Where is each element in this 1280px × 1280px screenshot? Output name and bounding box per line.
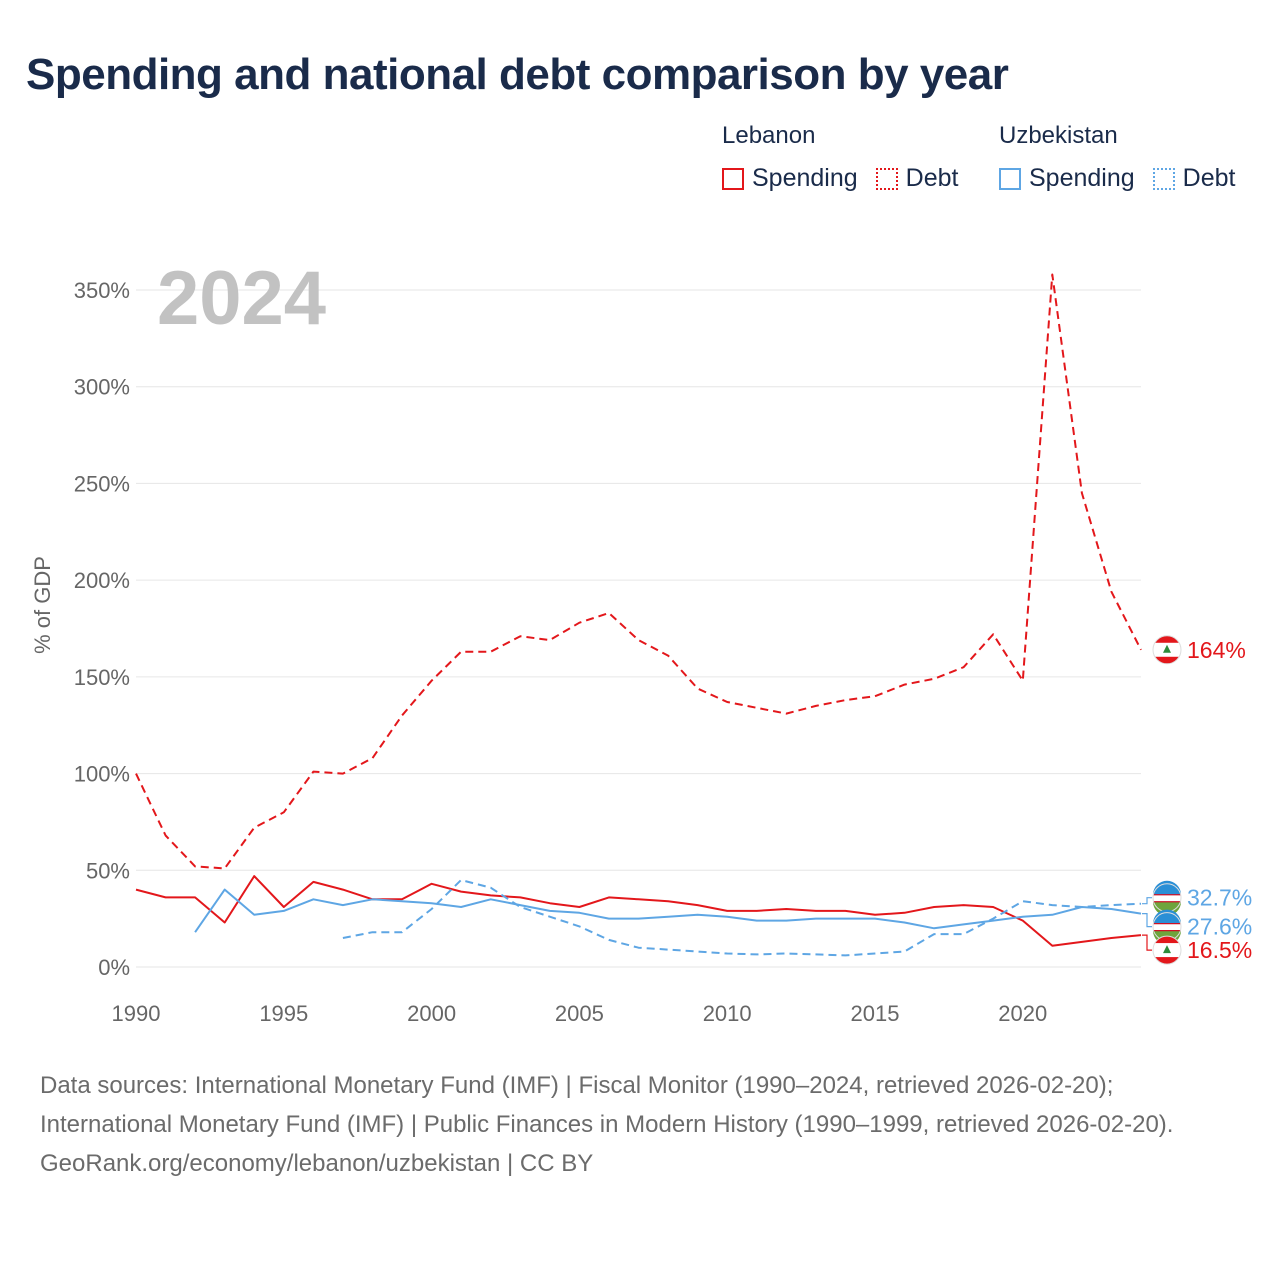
series-line-uzbekistan-spending[interactable] <box>194 888 1142 933</box>
x-tick-label: 1990 <box>112 1001 161 1026</box>
end-label-layer: 164% 32.7% 27.6%16.5% <box>1142 635 1252 965</box>
lebanon-flag-icon <box>1152 935 1182 965</box>
series-line-lebanon-spending[interactable] <box>135 875 1142 947</box>
legend-item-label: Debt <box>1182 164 1236 192</box>
chart-title: Spending and national debt comparison by… <box>26 50 1009 99</box>
data-sources-text: Data sources: International Monetary Fun… <box>40 1072 1174 1138</box>
legend-item-lebanon-debt[interactable]: Debt <box>875 164 959 193</box>
x-tick-label: 2015 <box>850 1001 899 1026</box>
y-tick-label: 100% <box>74 762 130 787</box>
x-tick-label: 1995 <box>259 1001 308 1026</box>
flag-blue-band <box>1153 880 1181 895</box>
credit-link[interactable]: GeoRank.org/economy/lebanon/uzbekistan |… <box>40 1150 594 1177</box>
legend-country-label: Uzbekistan <box>999 122 1118 149</box>
line-chart: 0% 50% 100% 150% 200% 250% 300% 350% 1990 1995 200… <box>30 256 1252 1026</box>
cedar-tree <box>1163 644 1171 653</box>
y-tick-label: 150% <box>74 665 130 690</box>
series-line-uzbekistan-debt[interactable] <box>342 879 1142 957</box>
x-tick-label: 2000 <box>407 1001 456 1026</box>
y-tick-label: 250% <box>74 471 130 496</box>
legend-item-uzbekistan-debt[interactable]: Debt <box>1152 164 1236 193</box>
legend-item-label: Debt <box>905 164 959 192</box>
lebanon-flag-icon <box>1152 635 1182 665</box>
dotted-line-swatch-icon <box>1152 167 1175 190</box>
legend-item-lebanon-spending[interactable]: Spending <box>722 164 858 193</box>
x-tick-label: 2020 <box>998 1001 1047 1026</box>
y-axis-label: % of GDP <box>30 556 55 654</box>
series-end-label: 164% <box>1187 637 1246 663</box>
y-tick-label: 300% <box>74 375 130 400</box>
flag-outline <box>1152 935 1182 965</box>
footer: Data sources: International Monetary Fun… <box>40 1066 1240 1183</box>
solid-line-swatch-icon <box>999 167 1021 190</box>
x-tick-label: 2005 <box>555 1001 604 1026</box>
legend-group-uzbekistan: Uzbekistan Spending Debt <box>999 122 1253 193</box>
series-end-label: 32.7% <box>1187 885 1252 911</box>
legend-item-label: Spending <box>752 164 858 192</box>
series-end-label: 27.6% <box>1187 914 1252 940</box>
y-tick-label: 200% <box>74 568 130 593</box>
legend-item-uzbekistan-spending[interactable]: Spending <box>999 164 1135 193</box>
year-watermark: 2024 <box>157 256 326 341</box>
legend-group-lebanon: Lebanon Spending Debt <box>722 122 976 193</box>
y-tick-label: 350% <box>74 278 130 303</box>
series-layer <box>135 273 1142 957</box>
legend-country-label: Lebanon <box>722 122 816 149</box>
series-line-lebanon-debt[interactable] <box>135 273 1142 870</box>
dotted-line-swatch-icon <box>875 167 898 190</box>
label-connector <box>1142 912 1152 928</box>
label-connector <box>1142 897 1152 905</box>
y-tick-label: 50% <box>86 858 130 883</box>
y-tick-label: 0% <box>98 955 130 980</box>
flag-blue-band <box>1153 909 1181 924</box>
legend-item-label: Spending <box>1029 164 1135 192</box>
cedar-tree <box>1163 945 1171 954</box>
label-connector <box>1142 934 1152 951</box>
flag-outline <box>1152 635 1182 665</box>
x-tick-label: 2010 <box>703 1001 752 1026</box>
solid-line-swatch-icon <box>722 167 744 190</box>
series-end-label: 16.5% <box>1187 937 1252 963</box>
grid-layer: 0% 50% 100% 150% 200% 250% 300% 350% 1990 1995 200… <box>74 278 1141 1026</box>
